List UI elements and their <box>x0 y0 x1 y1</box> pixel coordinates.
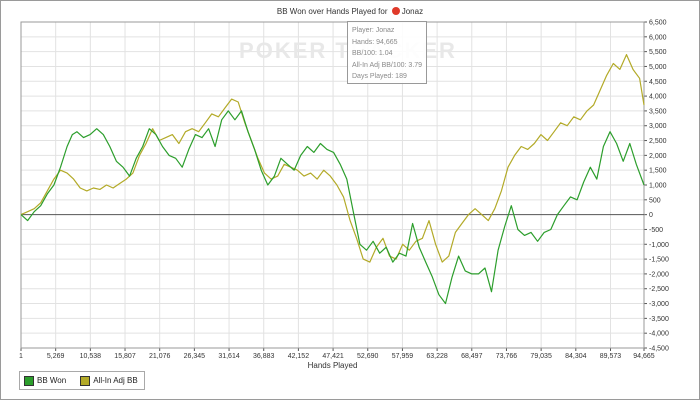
y-tick-label: 2,000 <box>649 153 667 160</box>
tooltip-hands: Hands: 94,665 <box>352 38 398 46</box>
x-tick-label: 47,421 <box>322 353 344 360</box>
tick-label-layer: -4,500 -4,000 -3,500 -3,000 -2,500 -2,000 -1,5… <box>19 20 669 371</box>
y-tick-label: 4,500 <box>649 79 667 86</box>
y-tick-label: 5,500 <box>649 49 667 56</box>
x-tick-label: 52,690 <box>357 353 379 360</box>
legend-label-bb-won: BB Won <box>37 376 67 385</box>
y-tick-label: 4,000 <box>649 94 667 101</box>
x-tick-label: 21,076 <box>149 353 171 360</box>
y-tick-label: 1,000 <box>649 183 667 190</box>
legend-label-allin-adj-bb: All-In Adj BB <box>93 376 138 385</box>
grid-layer <box>20 21 645 349</box>
y-tick-label: -2,500 <box>649 286 669 293</box>
x-axis-title: Hands Played <box>308 361 358 370</box>
x-tick-label: 79,035 <box>530 353 552 360</box>
x-tick-label: 15,807 <box>114 353 136 360</box>
x-tick-label: 31,614 <box>218 353 240 360</box>
tooltip-allin-bb100: All-In Adj BB/100: 3.79 <box>352 61 423 69</box>
x-tick-label: 73,766 <box>496 353 518 360</box>
y-tick-label: -4,000 <box>649 331 669 338</box>
y-tick-label: 0 <box>649 212 653 219</box>
series-line-allin-adj-bb <box>20 53 645 263</box>
legend-swatch-bb-won <box>24 375 34 386</box>
x-tick-label: 10,538 <box>80 353 102 360</box>
legend-swatch-allin-adj-bb <box>80 375 91 386</box>
series-line-bb-won <box>20 110 645 305</box>
y-tick-label: -4,500 <box>649 346 669 353</box>
x-tick-label: 94,665 <box>633 353 655 360</box>
chart-title: BB Won over Hands Played for Jonaz <box>0 7 700 16</box>
y-tick-label: 6,000 <box>649 34 667 41</box>
legend-item-bb-won[interactable]: BB Won <box>24 375 67 386</box>
y-tick-label: 500 <box>649 197 661 204</box>
x-tick-label: 42,152 <box>288 353 310 360</box>
y-tick-label: 3,500 <box>649 108 667 115</box>
y-tick-label: -3,500 <box>649 316 669 323</box>
tooltip-bb100: BB/100: 1.04 <box>352 50 393 57</box>
x-tick-label: 1 <box>19 353 23 360</box>
x-tick-label: 84,304 <box>565 353 587 360</box>
poker-chip-icon <box>391 7 400 15</box>
y-tick-label: 6,500 <box>649 20 667 27</box>
y-tick-label: 2,500 <box>649 138 667 145</box>
tooltip-days-played: Days Played: 189 <box>352 73 407 80</box>
y-tick-label: 1,500 <box>649 168 667 175</box>
x-tick-label: 89,573 <box>600 353 622 360</box>
tooltip-player: Player: Jonaz <box>352 27 395 34</box>
y-tick-label: -2,000 <box>649 271 669 278</box>
chart-title-player: Jonaz <box>401 7 424 16</box>
series-layer <box>20 53 645 305</box>
x-tick-label: 36,883 <box>253 353 275 360</box>
legend-item-allin-adj-bb[interactable]: All-In Adj BB <box>80 375 138 386</box>
chart-title-text: BB Won over Hands Played for <box>276 7 388 16</box>
y-tick-label: -1,500 <box>649 257 669 264</box>
y-tick-label: -1,000 <box>649 242 669 249</box>
x-tick-label: 57,959 <box>392 353 414 360</box>
x-tick-label: 26,345 <box>184 353 206 360</box>
y-tick-label: -500 <box>649 227 663 234</box>
y-tick-label: -3,000 <box>649 301 669 308</box>
y-tick-label: 5,000 <box>649 64 667 71</box>
y-tick-label: 3,000 <box>649 123 667 130</box>
chart-legend: BB Won All-In Adj BB <box>19 371 145 390</box>
stats-tooltip: Player: Jonaz Hands: 94,665 BB/100: 1.04… <box>347 21 427 84</box>
x-tick-label: 5,269 <box>47 353 65 360</box>
x-tick-label: 68,497 <box>461 353 483 360</box>
x-tick-label: 63,228 <box>426 353 448 360</box>
